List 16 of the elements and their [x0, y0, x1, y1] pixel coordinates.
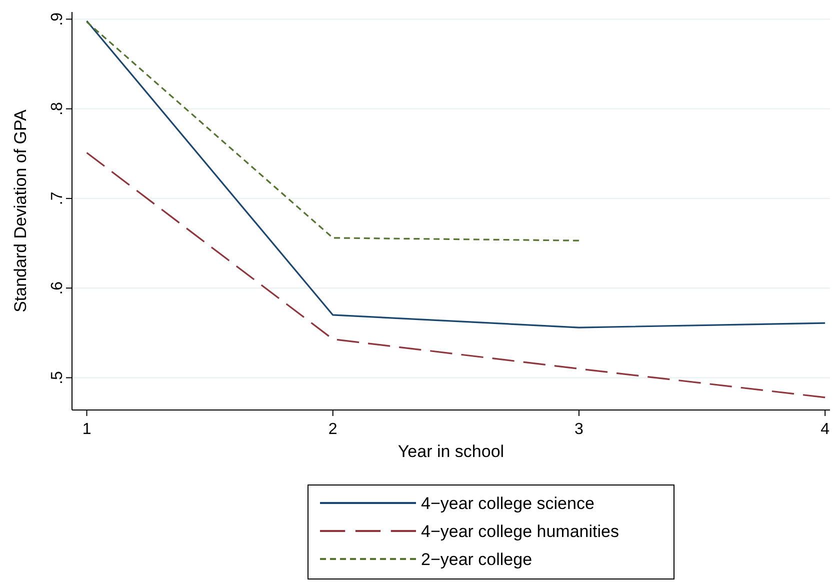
x-tick-label: 1	[82, 421, 92, 438]
y-axis-title: Standard Deviation of GPA	[11, 108, 30, 312]
x-tick-label: 2	[328, 421, 338, 438]
x-tick-label: 4	[820, 421, 830, 438]
legend-label: 4−year college humanities	[421, 522, 619, 541]
legend-label: 2−year college	[421, 550, 532, 569]
x-tick-label: 3	[574, 421, 584, 438]
y-tick-label: .6	[49, 281, 66, 295]
x-axis-title: Year in school	[398, 442, 504, 461]
line-series	[86, 20, 826, 328]
y-tick-label: .5	[49, 370, 66, 384]
line-series	[86, 152, 826, 398]
y-tick-label: .9	[49, 12, 66, 26]
y-tick-label: .8	[49, 102, 66, 116]
y-tick-label: .7	[49, 192, 66, 206]
legend-label: 4−year college science	[421, 494, 594, 513]
